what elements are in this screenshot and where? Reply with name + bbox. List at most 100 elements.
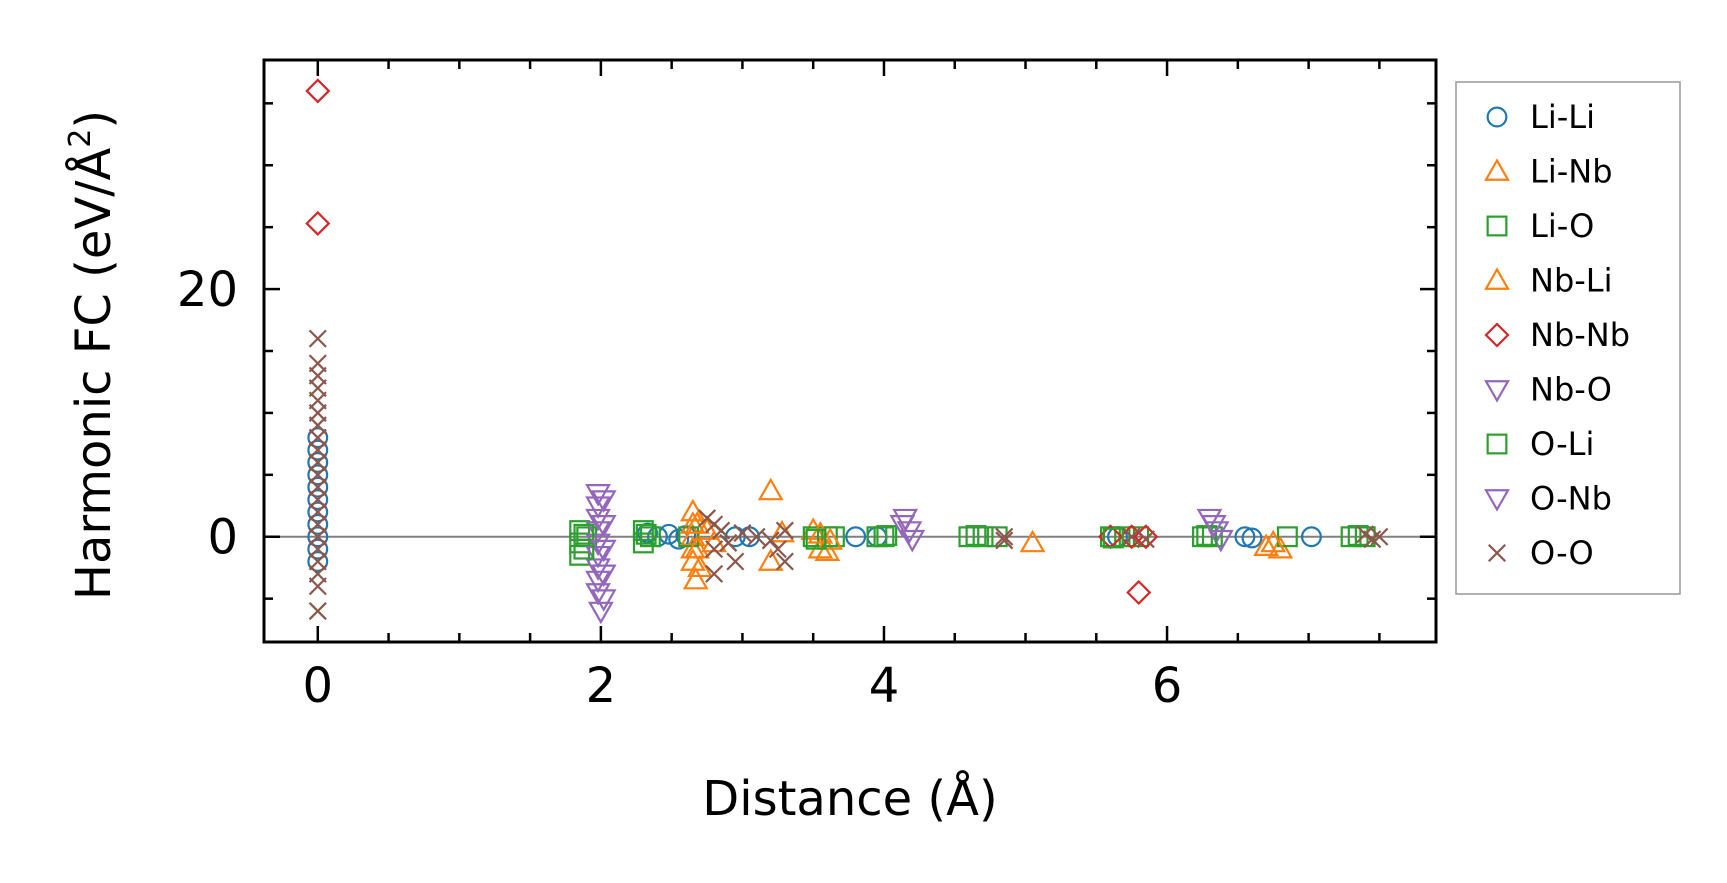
point-o-o bbox=[761, 531, 780, 550]
point-li-nb bbox=[694, 517, 720, 540]
point-li-nb bbox=[769, 519, 795, 543]
y-tick-label: 20 bbox=[177, 262, 238, 318]
point-o-o bbox=[308, 329, 327, 348]
point-li-o bbox=[1340, 526, 1362, 548]
point-li-li bbox=[1234, 526, 1256, 548]
point-li-nb bbox=[757, 548, 784, 571]
x-tick-label: 4 bbox=[869, 658, 900, 714]
point-li-nb bbox=[701, 529, 728, 553]
point-nb-o bbox=[585, 508, 611, 532]
point-li-o bbox=[802, 526, 824, 548]
point-o-nb bbox=[590, 539, 617, 563]
point-nb-o bbox=[899, 529, 926, 553]
point-o-nb bbox=[889, 515, 916, 538]
point-o-o bbox=[995, 527, 1014, 546]
point-nb-li bbox=[1260, 529, 1287, 553]
y-axis-label-main: Harmonic FC (eV/Å bbox=[65, 148, 122, 601]
point-o-nb bbox=[590, 564, 617, 588]
point-o-o bbox=[775, 552, 794, 571]
legend-label-li-li: Li-Li bbox=[1530, 98, 1595, 136]
point-li-nb bbox=[1253, 533, 1280, 557]
point-nb-nb bbox=[305, 210, 331, 237]
point-nb-li bbox=[684, 535, 711, 559]
point-o-li bbox=[573, 523, 595, 545]
point-nb-o bbox=[585, 570, 611, 594]
legend-marker-o-li bbox=[1486, 433, 1508, 455]
legend-marker-li-o bbox=[1486, 215, 1508, 237]
legend-label-li-o: Li-O bbox=[1530, 207, 1594, 245]
point-li-li bbox=[307, 501, 329, 523]
point-li-o bbox=[873, 526, 895, 548]
point-li-nb bbox=[1019, 529, 1046, 553]
point-o-o bbox=[1122, 527, 1141, 546]
legend-label-o-li: O-Li bbox=[1530, 425, 1594, 463]
legend-marker-nb-nb bbox=[1484, 322, 1510, 348]
point-li-o bbox=[632, 520, 654, 542]
point-li-nb bbox=[1267, 535, 1294, 559]
point-li-li bbox=[307, 538, 329, 560]
point-o-o bbox=[308, 602, 327, 621]
point-o-o bbox=[747, 527, 766, 546]
legend-label-o-o: O-O bbox=[1530, 534, 1594, 572]
y-axis-label-sup: 2 bbox=[63, 129, 98, 148]
x-tick-label: 2 bbox=[586, 658, 617, 714]
point-li-o bbox=[958, 526, 980, 548]
x-axis-label: Distance (Å) bbox=[702, 770, 997, 827]
point-o-li bbox=[965, 525, 987, 546]
point-li-o bbox=[1276, 526, 1298, 548]
point-o-nb bbox=[590, 589, 617, 612]
point-o-li bbox=[805, 528, 827, 550]
point-o-o bbox=[768, 540, 787, 559]
point-o-o bbox=[775, 521, 794, 540]
point-nb-nb bbox=[1126, 579, 1152, 606]
point-li-li bbox=[307, 464, 329, 486]
point-li-li bbox=[845, 526, 867, 548]
point-nb-o bbox=[585, 583, 611, 606]
point-li-li bbox=[1241, 527, 1263, 549]
point-li-li bbox=[1300, 526, 1322, 548]
point-o-o bbox=[308, 577, 327, 596]
point-o-o bbox=[719, 533, 738, 552]
point-li-li bbox=[307, 526, 329, 548]
point-li-li bbox=[307, 451, 329, 473]
y-axis-label: Harmonic FC (eV/Å2) bbox=[63, 110, 122, 600]
point-nb-o bbox=[585, 484, 611, 507]
point-o-nb bbox=[590, 515, 617, 538]
legend-marker-li-li bbox=[1486, 106, 1508, 128]
point-li-nb bbox=[757, 477, 784, 501]
point-o-li bbox=[573, 538, 595, 560]
legend-label-li-nb: Li-Nb bbox=[1530, 153, 1613, 191]
legend-label-o-nb: O-Nb bbox=[1530, 480, 1612, 518]
x-tick-label: 0 bbox=[303, 658, 334, 714]
point-li-nb bbox=[682, 566, 709, 590]
point-o-o bbox=[705, 540, 724, 559]
point-o-li bbox=[1196, 525, 1218, 546]
legend-marker-o-o bbox=[1487, 543, 1507, 563]
legend-marker-nb-o bbox=[1484, 380, 1510, 403]
legend-label-nb-o: Nb-O bbox=[1530, 371, 1612, 409]
point-o-o bbox=[726, 552, 745, 571]
point-li-li bbox=[307, 439, 329, 461]
point-nb-o bbox=[585, 496, 611, 520]
point-li-li bbox=[307, 476, 329, 498]
point-li-o bbox=[639, 526, 661, 548]
y-tick-label: 0 bbox=[207, 510, 238, 566]
point-li-li bbox=[307, 489, 329, 511]
point-o-nb bbox=[590, 490, 617, 513]
point-o-li bbox=[635, 523, 657, 545]
point-li-nb bbox=[814, 538, 841, 561]
point-li-li bbox=[307, 551, 329, 572]
point-o-o bbox=[705, 564, 724, 583]
point-o-o bbox=[1370, 527, 1389, 546]
point-nb-o bbox=[585, 558, 611, 581]
y-axis-label-close: ) bbox=[66, 110, 122, 129]
x-tick-label: 6 bbox=[1152, 658, 1183, 714]
point-li-li bbox=[307, 427, 329, 449]
legend: Li-Li Li-Nb Li-O Nb-Li Nb-Nb Nb-O O-Li O-Nb O-O bbox=[1455, 81, 1681, 595]
point-o-li bbox=[1102, 527, 1124, 549]
point-li-o bbox=[972, 526, 994, 548]
legend-label-nb-nb: Nb-Nb bbox=[1530, 316, 1630, 354]
point-o-o bbox=[733, 524, 752, 543]
legend-marker-nb-li bbox=[1484, 267, 1510, 290]
point-o-li bbox=[876, 525, 898, 546]
